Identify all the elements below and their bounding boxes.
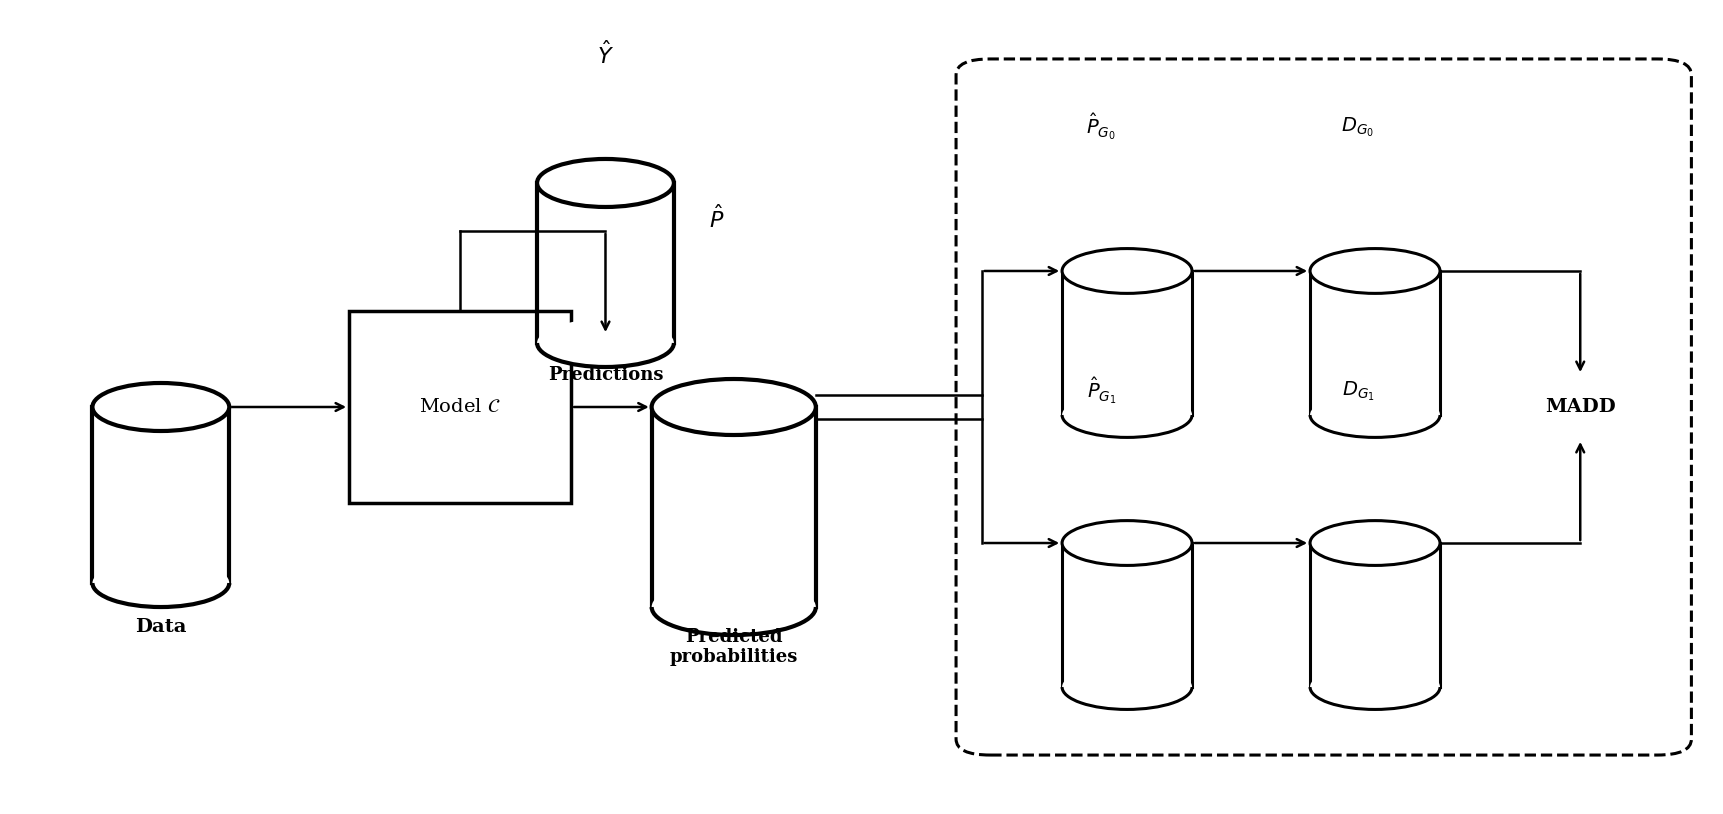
- Text: Model $\mathcal{C}$: Model $\mathcal{C}$: [419, 398, 501, 416]
- Text: $\hat{P}_{G_1}$: $\hat{P}_{G_1}$: [1085, 376, 1115, 406]
- Ellipse shape: [1061, 521, 1191, 566]
- Ellipse shape: [1309, 248, 1439, 293]
- Ellipse shape: [93, 383, 229, 431]
- Bar: [651, 407, 815, 607]
- Ellipse shape: [93, 559, 229, 607]
- Text: Predicted
probabilities: Predicted probabilities: [669, 628, 798, 667]
- Ellipse shape: [1061, 392, 1191, 437]
- Ellipse shape: [651, 379, 815, 435]
- Text: $D_{G_0}$: $D_{G_0}$: [1340, 115, 1373, 138]
- Bar: [1309, 271, 1439, 415]
- Text: $\hat{P}$: $\hat{P}$: [708, 205, 724, 233]
- Ellipse shape: [1309, 521, 1439, 566]
- Bar: [1061, 543, 1191, 687]
- Text: Data: Data: [134, 618, 186, 636]
- Text: $\hat{Y}$: $\hat{Y}$: [596, 41, 613, 69]
- Bar: [538, 183, 674, 343]
- Text: $D_{G_1}$: $D_{G_1}$: [1340, 379, 1373, 403]
- Bar: [1309, 543, 1439, 687]
- FancyBboxPatch shape: [348, 311, 570, 503]
- Ellipse shape: [1309, 392, 1439, 437]
- Ellipse shape: [651, 579, 815, 635]
- Ellipse shape: [538, 319, 674, 367]
- Ellipse shape: [1061, 665, 1191, 710]
- Text: $\hat{P}_{G_0}$: $\hat{P}_{G_0}$: [1085, 112, 1117, 142]
- Ellipse shape: [1061, 248, 1191, 293]
- Ellipse shape: [538, 159, 674, 207]
- Text: MADD: MADD: [1544, 398, 1614, 416]
- Bar: [1061, 271, 1191, 415]
- Bar: [93, 407, 229, 583]
- Ellipse shape: [1309, 665, 1439, 710]
- Text: Predictions: Predictions: [548, 366, 663, 384]
